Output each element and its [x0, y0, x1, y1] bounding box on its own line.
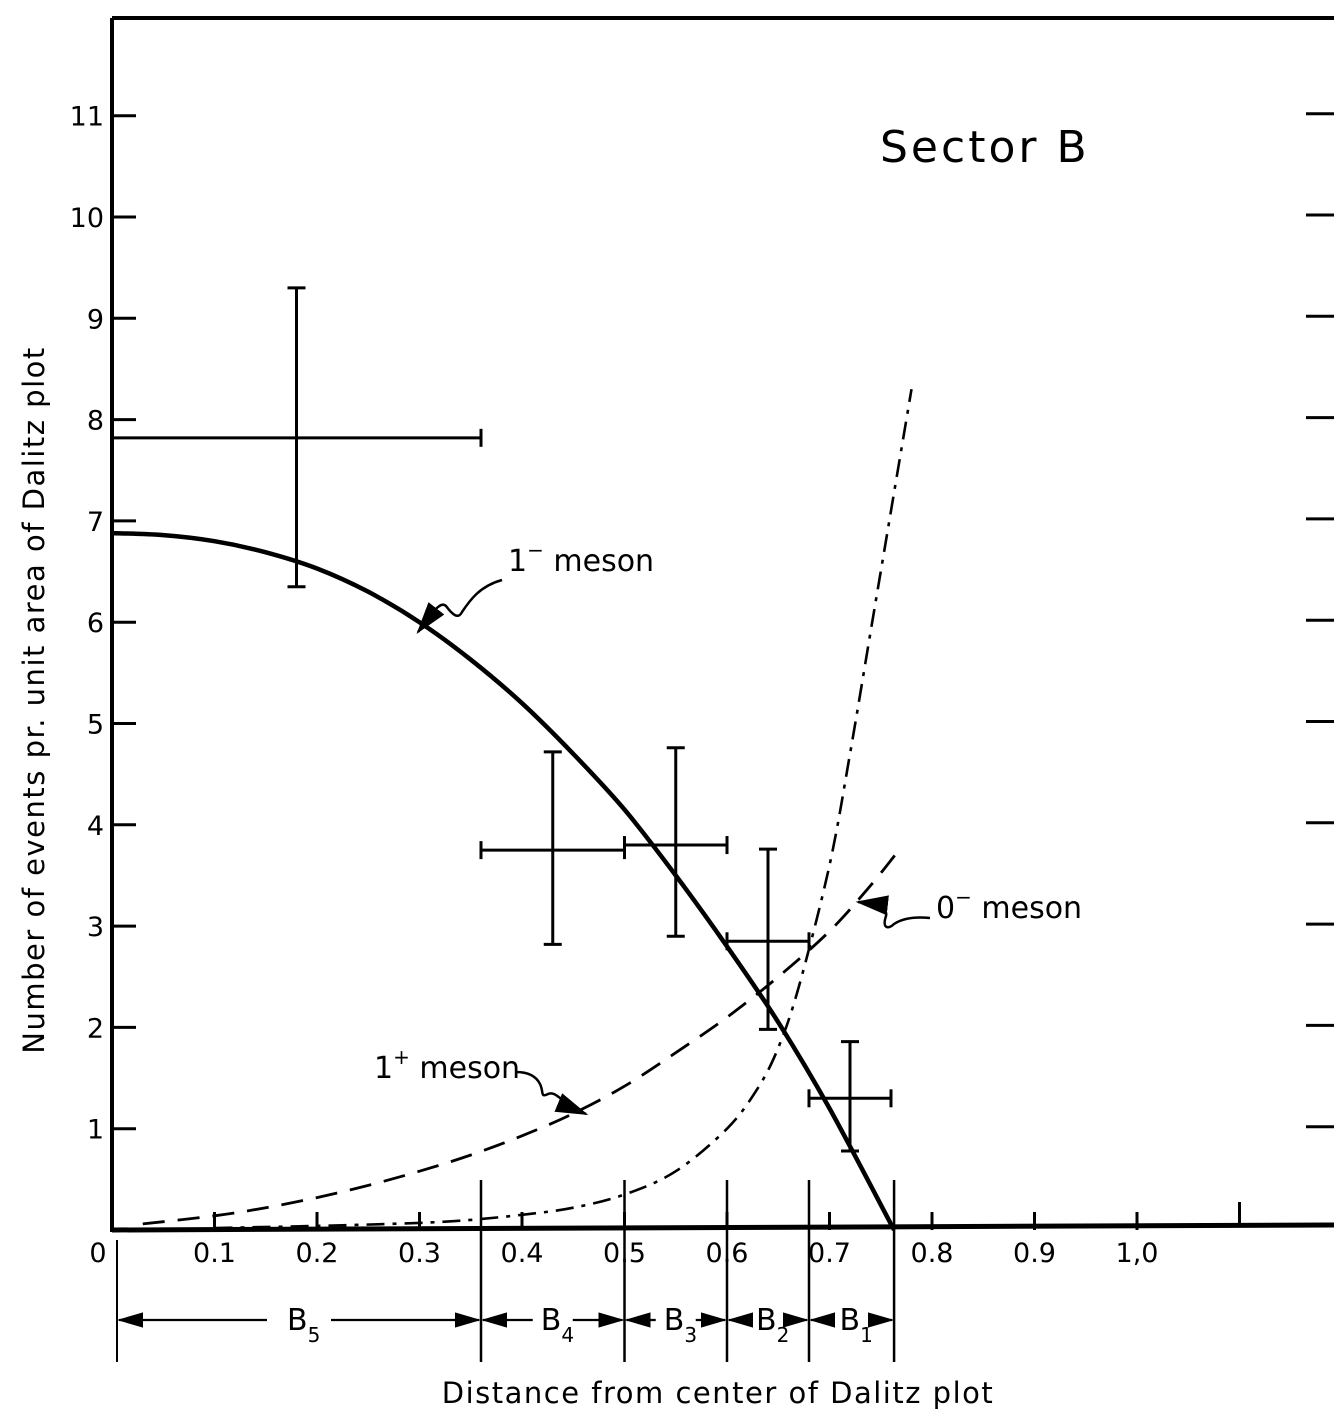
sector-label: B3 [664, 1303, 697, 1347]
x-axis-title: Distance from center of Dalitz plot [442, 1376, 995, 1410]
y-tick-label: 8 [87, 406, 104, 437]
data-point-4 [807, 1040, 893, 1153]
chart-title: Sector B [880, 122, 1090, 173]
sector-label: B1 [840, 1303, 873, 1347]
sector-B5: B5 [116, 1303, 482, 1347]
sector-label: B2 [756, 1303, 789, 1347]
x-tick-label: 0.1 [193, 1238, 236, 1269]
data-point-2 [623, 746, 729, 938]
data-point-1 [479, 750, 626, 946]
x-tick-label: 0.4 [501, 1238, 544, 1269]
x-tick-label: 0.3 [398, 1238, 441, 1269]
sector-label: B4 [541, 1303, 574, 1347]
y-tick-label: 7 [87, 507, 104, 538]
plot-frame [110, 16, 1334, 1233]
y-axis-title: Number of events pr. unit area of Dalitz… [17, 346, 51, 1053]
y-tick-label: 1 [87, 1115, 104, 1146]
y-tick-label: 10 [70, 203, 104, 234]
x-tick-label: 0.2 [296, 1238, 339, 1269]
x-tick-label: 0.9 [1013, 1238, 1056, 1269]
y-tick-label: 2 [87, 1013, 104, 1044]
annotation-1-minus: 1− meson [416, 538, 654, 634]
x-tick-label: 0 [89, 1238, 106, 1269]
annotation-1-plus-label: 1+ meson [374, 1045, 520, 1086]
annotation-1-minus-pointer [416, 578, 503, 634]
x-tick-label: 0.8 [911, 1238, 954, 1269]
error-bars [112, 286, 893, 1153]
y-ticks-left [112, 114, 136, 1131]
annotation-1-plus-pointer [515, 1070, 589, 1116]
y-tick-label: 11 [70, 102, 104, 133]
annotation-1-plus: 1+ meson [374, 1045, 589, 1116]
sector-ranges: B5 B4 B3 B2 B1 [116, 1180, 896, 1362]
data-point-0 [112, 286, 483, 589]
y-ticks-right [1306, 112, 1334, 1129]
series-line-1 [142, 846, 903, 1226]
curves [111, 388, 913, 1232]
x-tick-label: 1,0 [1116, 1238, 1159, 1269]
series-line-2 [214, 388, 913, 1230]
y-tick-labels: 1 2 3 4 5 6 7 8 9 10 11 [70, 102, 104, 1146]
y-tick-label: 9 [87, 304, 104, 335]
y-tick-label: 4 [87, 811, 104, 842]
y-tick-label: 6 [87, 608, 104, 639]
annotation-0-minus-pointer [855, 895, 931, 929]
y-tick-label: 5 [87, 710, 104, 741]
sector-B1: B1 [808, 1303, 895, 1347]
annotation-0-minus: 0− meson [855, 885, 1082, 929]
sector-B3: B3 [624, 1303, 728, 1347]
sector-B2: B2 [726, 1303, 810, 1347]
y-tick-label: 3 [87, 912, 104, 943]
series-line-0 [111, 530, 897, 1232]
x-tick-labels: 0 0.1 0.2 0.3 0.4 0.5 0.6 0.7 0.8 0.9 1,0 [89, 1238, 1158, 1269]
sector-label: B5 [287, 1303, 320, 1347]
data-point-3 [725, 847, 811, 1031]
annotation-0-minus-label: 0− meson [936, 885, 1082, 926]
annotation-1-minus-label: 1− meson [508, 538, 654, 579]
x-tick-label: 0.7 [808, 1238, 851, 1269]
sector-B4: B4 [480, 1303, 625, 1347]
